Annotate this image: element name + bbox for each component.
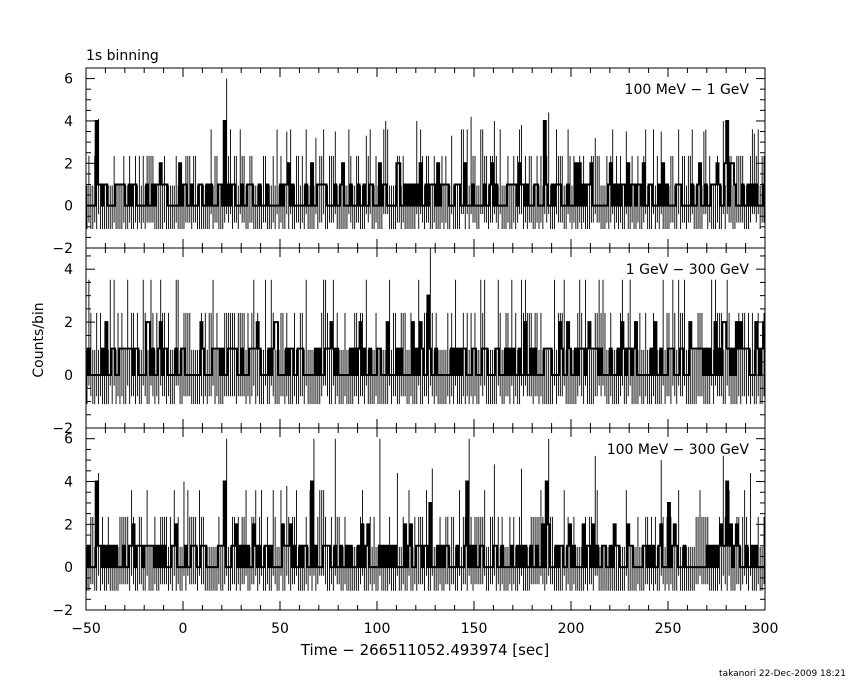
y-tick-label: −2 [52,603,73,619]
x-tick-label: 250 [655,621,682,637]
energy-band-label: 1 GeV − 300 GeV [626,262,750,278]
panels-group: −2 0 2 4 6 100 MeV − 1 GeV −2 0 2 4 1 GeV − 300 Ge… [52,67,779,637]
y-tick-label: 6 [64,72,73,88]
y-tick-label: 6 [64,432,73,448]
count-steps [86,294,765,377]
y-tick-label: 0 [64,368,73,384]
y-tick-label: 2 [64,156,73,172]
x-tick-label: 150 [461,621,488,637]
footer-stamp: takanori 22-Dec-2009 18:21 [719,669,846,679]
x-tick-label: 300 [752,621,779,637]
count-steps [86,119,765,207]
y-tick-label: 4 [64,475,73,491]
count-steps [86,480,765,569]
y-tick-label: −2 [52,421,73,437]
panel-1: −2 0 2 4 6 100 MeV − 1 GeV [52,67,766,257]
y-axis-title: Counts/bin [31,302,47,377]
x-tick-label: −50 [71,621,101,637]
x-tick-label: 0 [179,621,188,637]
panel-2: −2 0 2 4 1 GeV − 300 GeV [52,247,766,437]
panel-frame [85,427,766,611]
x-axis-title: Time − 266511052.493974 [sec] [300,641,550,659]
y-tick-label: 2 [64,517,73,533]
y-tick-label: 4 [64,262,73,278]
y-tick-label: −2 [52,241,73,257]
y-tick-label: 4 [64,114,73,130]
x-tick-label: 50 [271,621,289,637]
y-tick-label: 0 [64,560,73,576]
x-tick-label: 200 [558,621,585,637]
y-tick-label: 2 [64,315,73,331]
energy-band-label: 100 MeV − 1 GeV [625,82,750,98]
energy-band-label: 100 MeV − 300 GeV [607,442,750,458]
panel-3: −2 0 2 4 6 100 MeV − 300 GeV [52,427,766,619]
y-tick-label: 0 [64,199,73,215]
x-tick-label: 100 [364,621,391,637]
binning-label: 1s binning [86,48,159,64]
